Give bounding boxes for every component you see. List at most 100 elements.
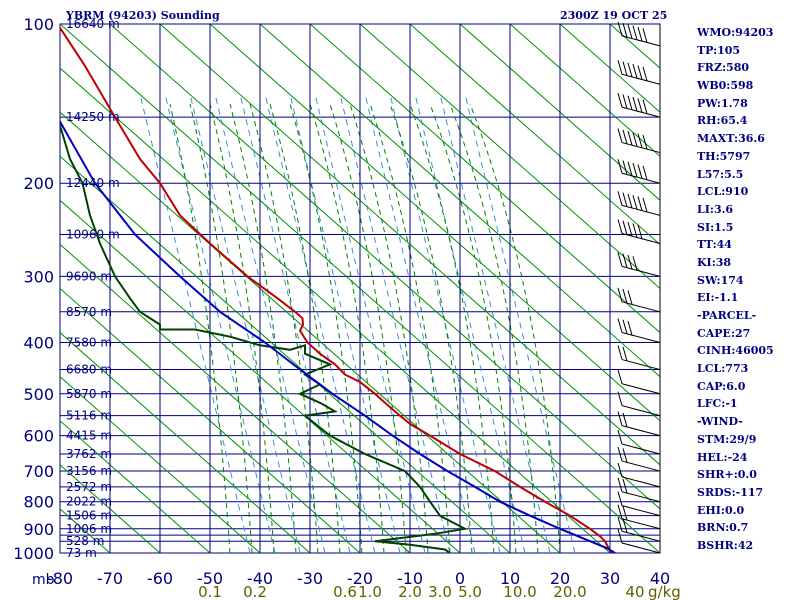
wind-barb-flag-150-5	[642, 99, 648, 114]
wind-barb-staff-500	[621, 383, 661, 395]
mixing-ratio-label-9: 40	[625, 583, 644, 600]
wind-barb-staff-300	[621, 265, 661, 277]
temperature-tick--80: -80	[47, 569, 73, 588]
wind-barb-flag-750-0	[617, 462, 623, 478]
height-label-650: 3762 m	[66, 447, 112, 461]
wind-barb-staff-600	[621, 425, 661, 437]
wind-barb-flag-950-1	[622, 518, 628, 533]
wind-barb-staff-110	[621, 35, 661, 47]
height-label-950: 528 m	[66, 534, 104, 548]
wind-barb-flag-175-4	[637, 133, 643, 148]
wind-barb-350	[617, 287, 661, 313]
wind-barb-staff-130	[621, 73, 661, 85]
index-row-10: LI:3.6	[697, 202, 734, 216]
wind-barb-flag-300-2	[627, 254, 633, 270]
wind-barb-300	[617, 252, 661, 277]
moist-adiabat-9	[349, 103, 429, 553]
wind-barb-flag-900-0	[617, 504, 623, 519]
temperature-tick-20: 20	[550, 569, 570, 588]
index-row-15: EI:-1.1	[697, 291, 739, 305]
wind-barb-flag-260-0	[617, 219, 623, 234]
wind-barb-flag-260-1	[622, 220, 628, 235]
moist-adiabat-6	[289, 103, 363, 553]
wind-barb-flag-350-1	[622, 288, 628, 304]
mixing-ratio-line-10	[389, 93, 501, 553]
wind-barb-flag-230-3	[632, 195, 638, 210]
wind-barb-450	[617, 345, 661, 371]
sounding-series	[60, 25, 616, 553]
index-row-8: L57:5.5	[697, 167, 744, 181]
height-label-500: 5870 m	[66, 387, 112, 401]
wind-barb-staff-230	[621, 204, 661, 216]
moist-adiabat-3	[229, 103, 297, 553]
pressure-tick-1000: 1000	[13, 544, 54, 563]
index-row-2: FRZ:580	[697, 61, 750, 75]
wind-barb-staff-750	[621, 476, 661, 488]
wind-barb-850	[617, 491, 661, 517]
wind-barb-staff-650	[621, 443, 661, 455]
series-temperature-line	[60, 25, 616, 553]
height-label-300: 9690 m	[66, 269, 112, 283]
wind-barb-650	[617, 429, 661, 455]
wind-barb-flag-230-2	[627, 193, 633, 209]
wind-barb-flag-150-3	[632, 96, 638, 112]
pressure-tick-400: 400	[23, 333, 54, 352]
wind-barb-staff-260	[621, 233, 661, 245]
index-row-27: EHI:0.0	[697, 503, 745, 517]
index-row-6: MAXT:36.6	[697, 132, 765, 146]
wind-barb-flag-260-4	[637, 224, 643, 239]
index-row-24: HEL:-24	[697, 450, 748, 464]
wind-barb-flag-175-0	[617, 128, 623, 143]
index-row-23: STM:29/9	[697, 432, 757, 446]
wind-barb-flag-230-1	[622, 192, 628, 207]
wind-barb-flag-450-0	[617, 345, 623, 360]
mixing-ratio-line-1	[164, 93, 276, 553]
mixing-ratio-line-7	[314, 93, 426, 553]
moist-adiabat-8	[329, 103, 407, 553]
wind-barb-flag-700-1	[622, 448, 628, 463]
wind-barb-230	[617, 191, 661, 216]
pressure-tick-200: 200	[23, 174, 54, 193]
index-row-28: BRN:0.7	[697, 521, 749, 535]
mixing-ratio-label-5: 3.0	[428, 583, 452, 600]
wind-barb-flag-650-0	[617, 429, 623, 445]
moist-adiabat-13	[429, 103, 517, 553]
index-row-11: SI:1.5	[697, 220, 734, 234]
height-label-550: 5116 m	[66, 409, 112, 423]
pressure-tick-700: 700	[23, 462, 54, 481]
index-row-29: BSHR:42	[697, 538, 754, 552]
wind-barb-flag-150-1	[622, 94, 628, 109]
index-row-18: CINH:46005	[697, 344, 774, 358]
wind-barb-flag-110-0	[617, 21, 623, 37]
mixing-ratio-line-13	[464, 93, 576, 553]
index-row-17: CAPE:27	[697, 326, 751, 340]
dry-adiabats	[60, 24, 660, 553]
wind-barb-staff-150	[621, 106, 661, 118]
wind-barb-staff-450	[621, 359, 661, 371]
wind-barb-950	[617, 517, 661, 542]
wind-barb-staff-175	[621, 142, 661, 154]
mixing-ratio-label-1: 0.2	[243, 583, 267, 600]
mixing-ratio-line-8	[339, 93, 451, 553]
height-label-750: 2572 m	[66, 480, 112, 494]
wind-barb-flag-400-0	[617, 318, 623, 333]
wind-barb-flag-200-5	[642, 165, 648, 180]
temperature-tick-0: 0	[455, 569, 465, 588]
moist-adiabat-11	[389, 103, 473, 553]
valid-time: 2300Z 19 OCT 25	[560, 9, 668, 22]
pressure-unit-label: mb	[32, 572, 55, 588]
wind-barb-flag-550-0	[617, 391, 623, 406]
pressure-tick-600: 600	[23, 427, 54, 446]
wind-barb-flag-400-2	[627, 320, 633, 336]
height-label-350: 8570 m	[66, 305, 112, 319]
moist-adiabat-15	[469, 103, 561, 553]
mixing-ratio-line-12	[439, 93, 551, 553]
moist-adiabat-12	[409, 103, 495, 553]
wind-barb-staff-1000	[621, 542, 661, 554]
index-row-9: LCL:910	[697, 185, 749, 199]
wind-barb-staff-700	[621, 460, 661, 472]
index-row-4: PW:1.78	[697, 96, 748, 110]
mixing-ratio-unit: g/kg	[648, 583, 681, 600]
temperature-tick--10: -10	[397, 569, 423, 588]
isotherms	[109, 24, 611, 553]
